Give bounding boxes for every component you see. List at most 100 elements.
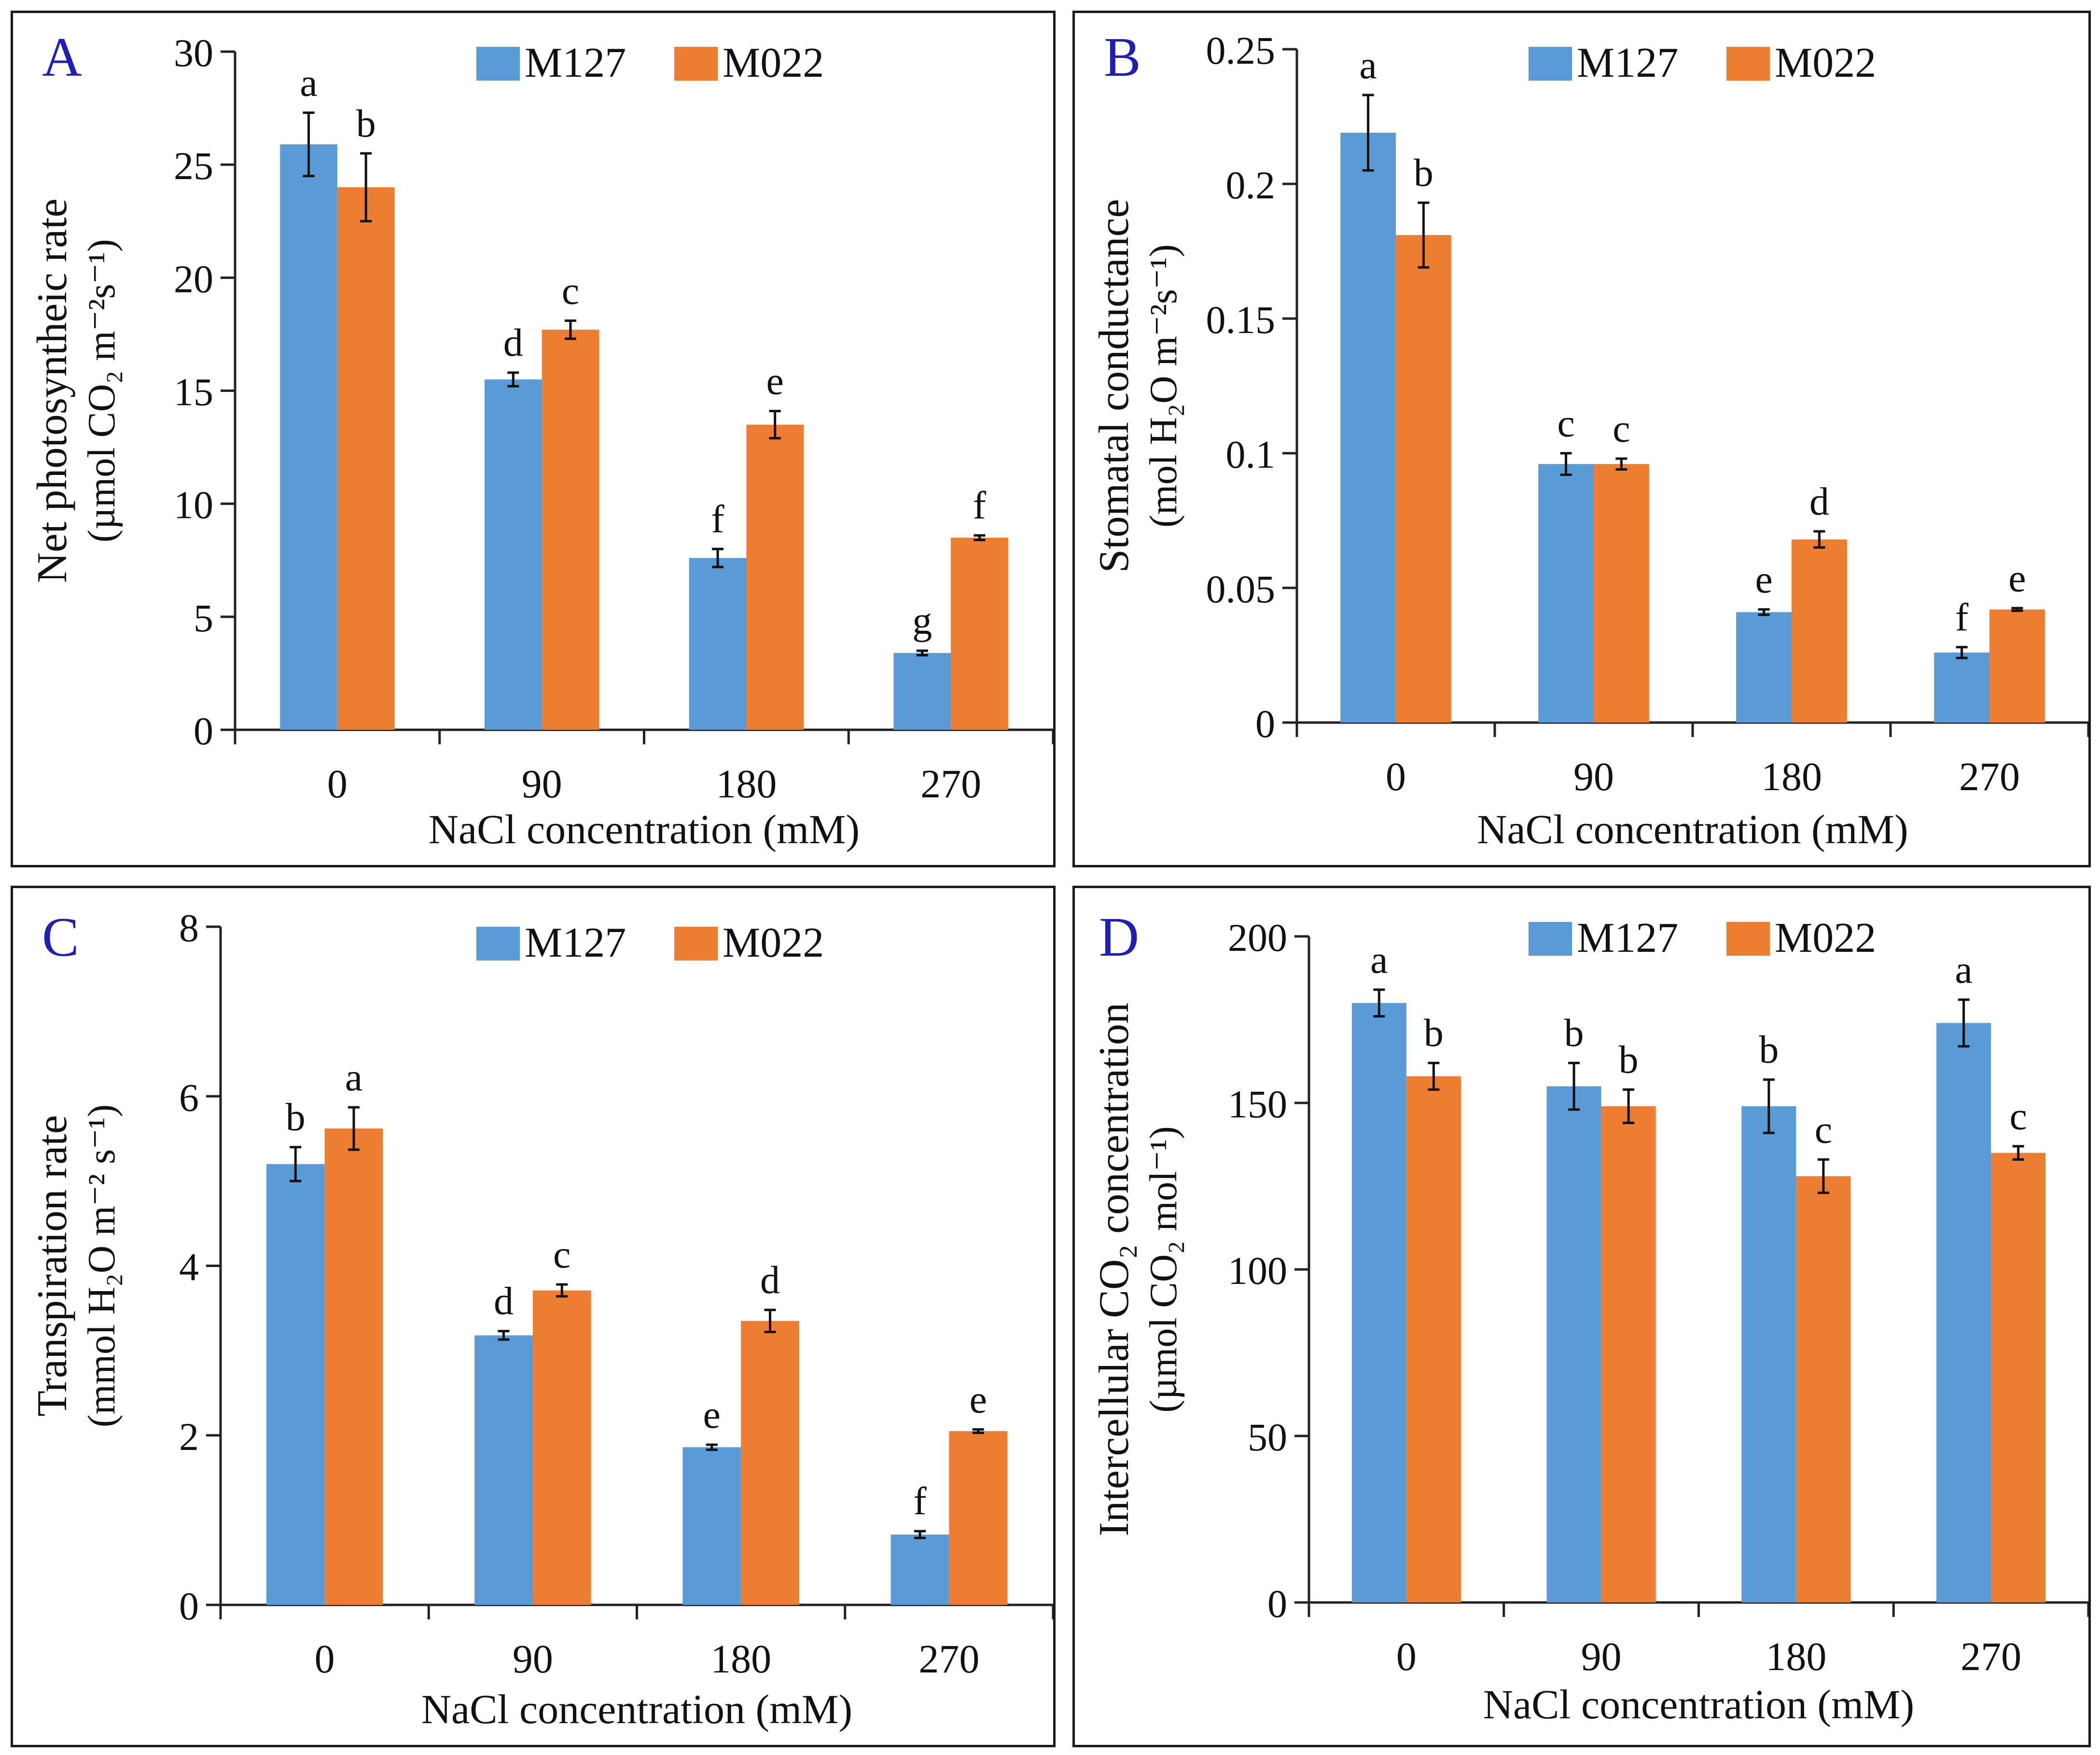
legend-label-m022: M022 bbox=[723, 40, 824, 86]
panel-letter: A bbox=[42, 27, 82, 88]
significance-letter: a bbox=[345, 1055, 362, 1099]
x-category-label: 180 bbox=[1761, 754, 1822, 799]
y-tick-label: 20 bbox=[174, 257, 213, 301]
y-tick-label: 4 bbox=[179, 1245, 199, 1289]
y-tick-label: 5 bbox=[194, 596, 213, 640]
bar-m127 bbox=[682, 1447, 741, 1605]
significance-letter: c bbox=[1613, 406, 1630, 450]
bar-m127 bbox=[1546, 1086, 1601, 1602]
x-category-label: 180 bbox=[710, 1637, 771, 1682]
significance-letter: e bbox=[1755, 557, 1772, 601]
bar-m022 bbox=[532, 1290, 591, 1605]
bar-m022 bbox=[1989, 609, 2045, 723]
y-tick-label: 6 bbox=[179, 1075, 199, 1119]
panel-letter: C bbox=[42, 906, 79, 968]
y-tick-label: 50 bbox=[1248, 1415, 1287, 1459]
panel-d: D 0 50 100 150 200 0 90 180 270 a b b a b b c c M127 M022 In… bbox=[1072, 886, 2091, 1747]
significance-letter: d bbox=[503, 320, 523, 364]
x-axis-label: NaCl concentration (mM) bbox=[1477, 806, 1908, 852]
panel-letter: D bbox=[1099, 906, 1139, 968]
legend-swatch-m127 bbox=[476, 927, 520, 961]
significance-letter: b bbox=[1414, 151, 1433, 195]
significance-letter: b bbox=[1619, 1037, 1639, 1081]
x-category-label: 90 bbox=[1573, 754, 1614, 799]
bar-m022 bbox=[1796, 1176, 1851, 1602]
significance-letter: g bbox=[912, 599, 932, 642]
significance-letter: c bbox=[1557, 401, 1574, 445]
x-category-label: 90 bbox=[522, 762, 562, 807]
significance-letter: f bbox=[913, 1479, 927, 1523]
chart-a: A 0 5 10 15 20 25 30 0 90 180 270 a d f g b c e f M127 M022 Ne… bbox=[29, 27, 1053, 852]
x-axis-label: NaCl concentration (mM) bbox=[421, 1686, 852, 1732]
significance-letter: b bbox=[1424, 1011, 1444, 1055]
y-tick-label: 0.1 bbox=[1226, 432, 1276, 476]
y-tick-label: 0.25 bbox=[1206, 28, 1276, 72]
y-tick-label: 2 bbox=[179, 1415, 199, 1459]
bar-m127 bbox=[266, 1164, 325, 1605]
significance-letter: a bbox=[1955, 947, 1972, 991]
y-axis-unit-label: (mol H₂O m⁻²s⁻¹) bbox=[1142, 244, 1185, 528]
bar-m127 bbox=[689, 558, 747, 730]
y-tick-label: 200 bbox=[1228, 916, 1287, 960]
legend-label-m127: M127 bbox=[1577, 40, 1678, 86]
legend-label-m022: M022 bbox=[1775, 915, 1876, 961]
bar-m022 bbox=[1792, 539, 1847, 723]
bar-m127 bbox=[1351, 1003, 1406, 1602]
y-axis-label: Transpiration rate bbox=[29, 1115, 76, 1417]
x-category-label: 270 bbox=[920, 762, 981, 807]
significance-letter: a bbox=[1370, 937, 1388, 981]
chart-b: B00.050.10.150.20.250 90 180 270acefbcdeM12… bbox=[1091, 27, 2088, 852]
x-category-label: 0 bbox=[315, 1637, 335, 1682]
panel-a: A 0 5 10 15 20 25 30 0 90 180 270 a d f g b c e f M127 M022 Ne… bbox=[11, 11, 1056, 867]
y-tick-label: 0.05 bbox=[1206, 567, 1276, 611]
y-tick-label: 15 bbox=[174, 370, 213, 414]
x-category-label: 0 bbox=[1386, 754, 1406, 799]
legend-label-m127: M127 bbox=[525, 919, 626, 966]
x-category-label: 270 bbox=[1961, 1634, 2021, 1679]
y-tick-label: 25 bbox=[174, 144, 213, 188]
y-tick-label: 0 bbox=[194, 709, 213, 753]
y-tick-label: 10 bbox=[174, 483, 213, 527]
y-tick-label: 0 bbox=[179, 1584, 199, 1628]
x-category-label: 90 bbox=[1581, 1634, 1622, 1679]
bar-m022 bbox=[324, 1128, 383, 1605]
y-axis-label: Intercellular CO₂ concentration bbox=[1091, 1003, 1138, 1536]
y-tick-label: 0 bbox=[1255, 702, 1275, 746]
legend-label-m127: M127 bbox=[1577, 915, 1678, 961]
bar-m127 bbox=[893, 653, 951, 730]
bar-m127 bbox=[1736, 612, 1792, 723]
y-tick-label: 100 bbox=[1228, 1249, 1287, 1293]
y-tick-label: 30 bbox=[174, 31, 213, 75]
significance-letter: f bbox=[973, 483, 987, 527]
y-axis-unit-label: (mmol H₂O m⁻² s⁻¹) bbox=[81, 1104, 123, 1427]
x-category-label: 0 bbox=[1396, 1634, 1417, 1679]
x-category-label: 0 bbox=[327, 762, 348, 807]
panel-b: B 0 0.05 0.1 0.15 0.2 0.25 0 90 180 270 a c e f b c d e M12… bbox=[1072, 11, 2091, 867]
legend-swatch-m127 bbox=[1529, 922, 1572, 956]
significance-letter: d bbox=[494, 1279, 514, 1323]
bar-m127 bbox=[484, 379, 542, 730]
bar-m127 bbox=[1936, 1023, 1991, 1602]
bar-m127 bbox=[1340, 132, 1396, 723]
y-tick-label: 0.15 bbox=[1206, 298, 1276, 342]
bar-m022 bbox=[1396, 235, 1451, 723]
legend-swatch-m127 bbox=[1529, 47, 1572, 81]
legend-swatch-m022 bbox=[674, 927, 718, 961]
bar-m022 bbox=[337, 187, 395, 730]
significance-letter: b bbox=[1759, 1028, 1779, 1072]
y-axis-label: Stomatal conductance bbox=[1091, 199, 1138, 573]
x-axis-label: NaCl concentration (mM) bbox=[429, 806, 860, 852]
legend-swatch-m127 bbox=[476, 47, 520, 81]
bar-m022 bbox=[741, 1321, 799, 1605]
y-tick-label: 150 bbox=[1228, 1082, 1287, 1126]
significance-letter: c bbox=[1815, 1107, 1832, 1151]
bar-m127 bbox=[1934, 652, 1989, 723]
significance-letter: f bbox=[711, 497, 724, 541]
legend-label-m022: M022 bbox=[1775, 40, 1876, 86]
legend-swatch-m022 bbox=[1726, 922, 1770, 956]
y-axis-unit-label: (µmol CO₂ m⁻²s⁻¹) bbox=[81, 239, 123, 543]
x-category-label: 270 bbox=[1959, 754, 2020, 799]
bar-m022 bbox=[1406, 1076, 1461, 1602]
